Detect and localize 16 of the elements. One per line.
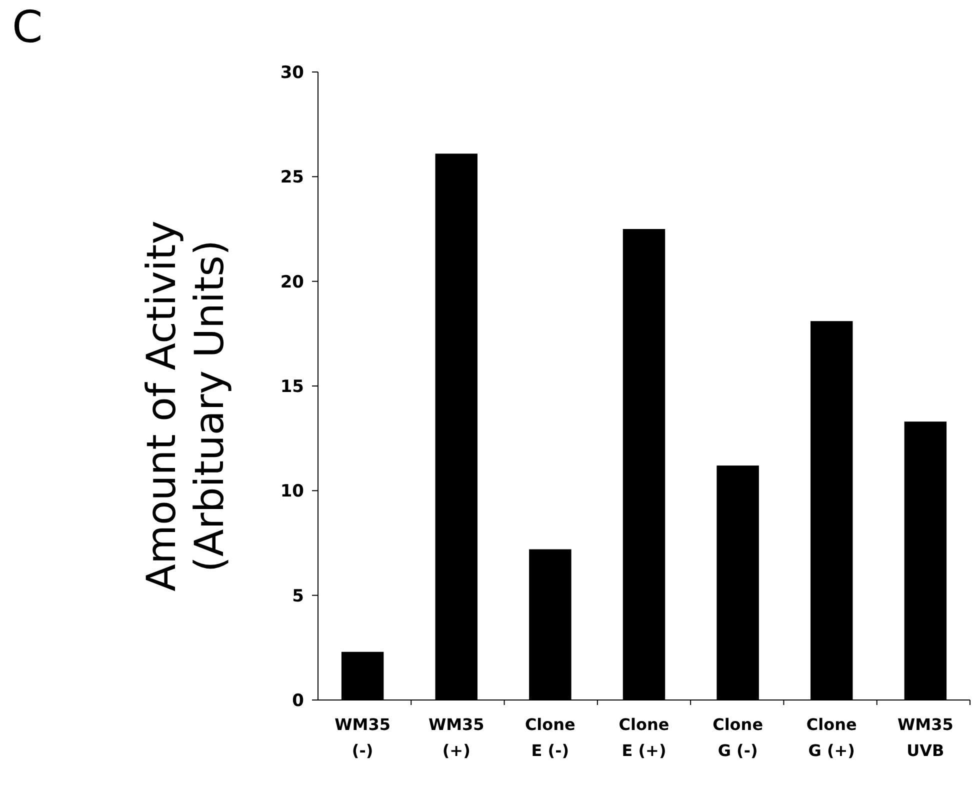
x-tick-label: Clone E (+): [618, 715, 670, 760]
x-tick-label: Clone G (+): [806, 715, 857, 760]
x-tick-label: WM35 UVB: [898, 715, 954, 760]
y-tick-label: 30: [280, 62, 304, 83]
x-tick-label: Clone E (-): [524, 715, 576, 760]
y-tick-label: 20: [280, 272, 304, 292]
y-axis-title: Amount of Activity (Arbituary Units): [139, 220, 233, 592]
y-tick-label: 10: [280, 482, 304, 502]
text: C: [12, 2, 43, 53]
y-tick-label: 0: [292, 690, 304, 711]
x-tick-label: WM35 (+): [428, 715, 484, 760]
x-tick-label: Clone G (-): [712, 715, 764, 760]
y-tick-label: 5: [292, 586, 304, 606]
y-tick-label: 15: [280, 376, 304, 397]
x-tick-label: WM35 (-): [334, 715, 390, 760]
y-tick-label: 25: [280, 168, 304, 188]
